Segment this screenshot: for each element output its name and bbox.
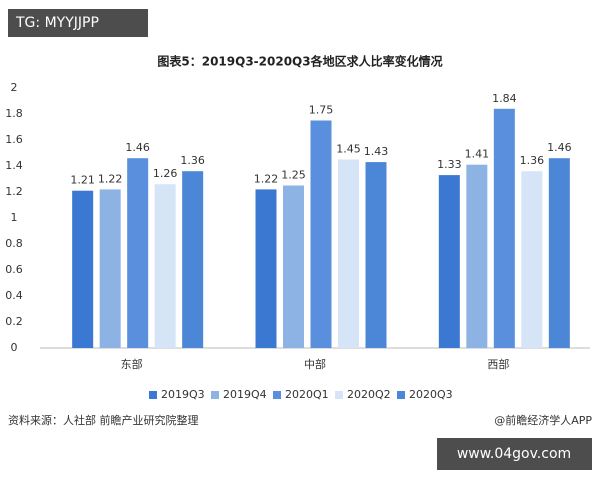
- value-label: 1.25: [281, 169, 306, 182]
- bar: [255, 189, 277, 348]
- y-tick-label: 1.2: [5, 185, 23, 198]
- bar: [99, 189, 121, 348]
- legend-label: 2020Q3: [409, 388, 453, 401]
- source: 资料来源：人社部 前瞻产业研究院整理: [8, 413, 199, 427]
- legend-swatch: [397, 391, 405, 399]
- value-label: 1.45: [336, 143, 361, 156]
- value-label: 1.75: [309, 104, 334, 117]
- value-label: 1.36: [520, 154, 545, 167]
- bar: [521, 171, 543, 348]
- x-tick-label: 东部: [121, 357, 143, 371]
- bar: [466, 164, 488, 348]
- y-tick-label: 0.6: [5, 263, 23, 276]
- legend-swatch: [149, 391, 157, 399]
- y-tick-label: 1: [11, 211, 18, 224]
- bar: [438, 175, 460, 348]
- value-label: 1.21: [70, 174, 95, 187]
- value-label: 1.43: [364, 145, 389, 158]
- chart-title: 图表5：2019Q3-2020Q3各地区求人比率变化情况: [157, 54, 442, 69]
- bar: [365, 162, 387, 348]
- x-tick-label: 中部: [304, 357, 326, 371]
- value-label: 1.41: [465, 148, 490, 161]
- site-box: [437, 438, 592, 470]
- bar: [182, 171, 204, 348]
- bar: [338, 159, 359, 348]
- y-tick-label: 1.8: [5, 107, 23, 120]
- value-label: 1.33: [437, 158, 462, 171]
- legend-swatch: [335, 391, 343, 399]
- bar: [548, 158, 570, 348]
- y-tick-label: 2: [11, 81, 18, 94]
- value-label: 1.26: [153, 167, 178, 180]
- y-tick-label: 1.6: [5, 133, 23, 146]
- legend-label: 2019Q4: [223, 388, 267, 401]
- site: www.04gov.com: [457, 446, 571, 462]
- badge-box: [8, 9, 148, 37]
- value-label: 1.22: [98, 172, 123, 185]
- value-label: 1.46: [547, 141, 572, 154]
- credit: @前瞻经济学人APP: [494, 413, 592, 427]
- y-tick-label: 0.4: [5, 289, 23, 302]
- y-tick-label: 0: [11, 341, 18, 354]
- value-label: 1.46: [125, 141, 150, 154]
- bar: [127, 158, 149, 348]
- y-tick-label: 0.8: [5, 237, 23, 250]
- bar: [154, 184, 176, 348]
- legend-swatch: [273, 391, 281, 399]
- legend-label: 2019Q3: [161, 388, 205, 401]
- value-label: 1.36: [180, 154, 205, 167]
- legend-label: 2020Q1: [285, 388, 329, 401]
- bar: [283, 185, 304, 348]
- legend-swatch: [211, 391, 219, 399]
- x-tick-label: 西部: [487, 357, 509, 371]
- value-label: 1.84: [492, 92, 517, 105]
- y-tick-label: 0.2: [5, 315, 23, 328]
- value-label: 1.22: [254, 172, 279, 185]
- bar: [493, 108, 515, 348]
- y-tick-label: 1.4: [5, 159, 23, 172]
- legend-label: 2020Q2: [347, 388, 391, 401]
- bar: [310, 120, 332, 348]
- bar: [72, 190, 94, 348]
- badge: TG: MYYJJPP: [15, 15, 99, 31]
